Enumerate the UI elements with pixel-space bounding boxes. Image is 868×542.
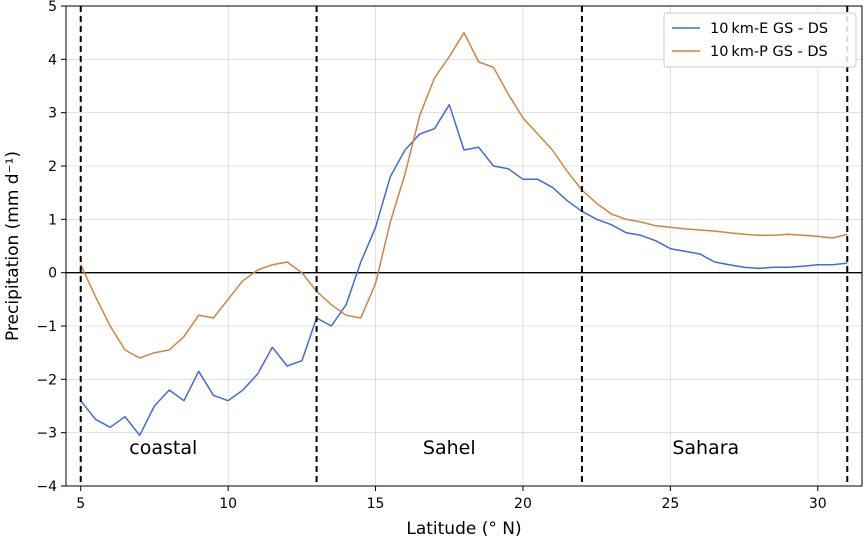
x-tick-label: 15: [367, 496, 385, 512]
x-tick-label: 10: [219, 496, 237, 512]
y-tick-label: 2: [48, 159, 57, 175]
y-tick-label: 5: [48, 0, 57, 15]
y-tick-label: 1: [48, 212, 57, 228]
series-line-2: [80, 31, 848, 359]
series-group: [80, 31, 848, 437]
region-boundaries: [79, 6, 849, 486]
legend: 10 km-E GS - DS 10 km-P GS - DS: [663, 12, 857, 68]
region-label: coastal: [129, 437, 197, 459]
x-axis-label: Latitude (° N): [406, 519, 521, 538]
legend-entry-1: 10 km-E GS - DS: [710, 21, 828, 37]
x-tick-label: 5: [76, 496, 85, 512]
series-line-1: [80, 103, 848, 437]
region-label: Sahara: [672, 437, 739, 459]
legend-box: [663, 12, 857, 68]
y-tick-label: −4: [36, 479, 57, 495]
y-axis-label: Precipitation (mm d⁻¹): [3, 151, 23, 341]
plot-frame: [65, 5, 863, 487]
x-tick-label: 30: [809, 496, 827, 512]
x-tick-label: 25: [661, 496, 679, 512]
y-tick-label: 3: [48, 106, 57, 122]
x-axis-ticks: 5 10 15 20 25 30: [76, 486, 827, 512]
y-tick-label: 0: [48, 266, 57, 282]
x-tick-label: 20: [514, 496, 532, 512]
legend-entry-2: 10 km-P GS - DS: [710, 44, 828, 60]
y-tick-label: 4: [48, 52, 57, 68]
y-tick-label: −1: [36, 319, 57, 335]
y-tick-label: −2: [36, 372, 57, 388]
y-axis-ticks: −4 −3 −2 −1 0 1 2 3 4 5: [36, 0, 66, 495]
y-tick-label: −3: [36, 426, 57, 442]
region-labels: coastal Sahel Sahara: [129, 437, 739, 459]
region-label: Sahel: [423, 437, 476, 459]
